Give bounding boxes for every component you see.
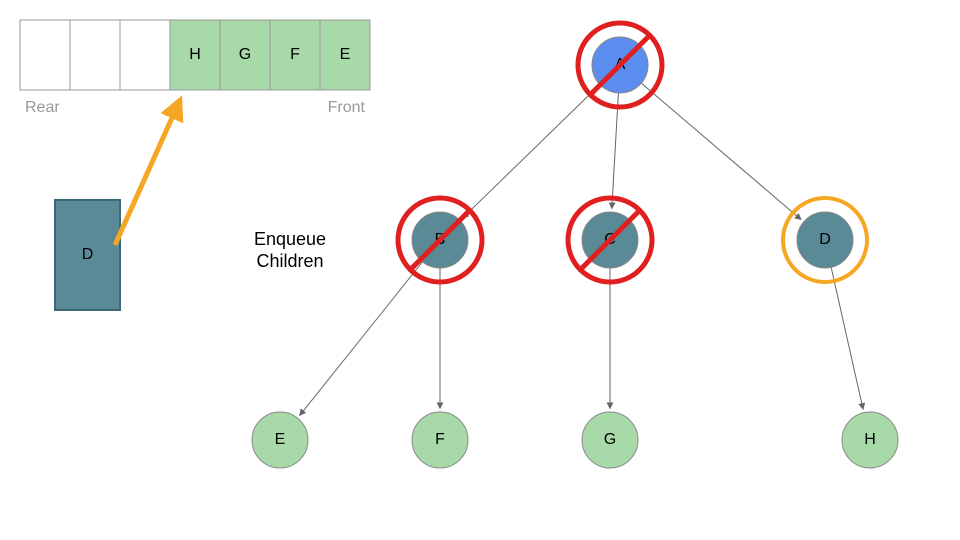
tree-edge [612,93,619,208]
enqueue-arrow [115,100,180,245]
tree-node-label: D [819,231,831,248]
tree-edge [831,267,863,408]
dequeued-node-box: D [55,200,120,310]
queue-cell [20,20,70,90]
tree-node-A: A [578,23,662,107]
queue-cell-label: E [340,46,351,63]
svg-text:Enqueue: Enqueue [254,229,326,249]
queue-rear-label: Rear [25,99,60,116]
tree-node-H: H [842,412,898,468]
tree-edge [641,83,800,219]
tree-edge [463,85,600,218]
tree-node-label: F [435,431,445,448]
queue-cell [70,20,120,90]
tree-node-label: E [275,431,286,448]
tree-node-F: F [412,412,468,468]
queue-cell-label: F [290,46,300,63]
tree-node-label: G [604,431,616,448]
tree-edges [300,83,863,415]
tree-node-D: D [783,198,867,282]
tree-node-E: E [252,412,308,468]
queue-cell-label: H [189,46,201,63]
tree-node-G: G [582,412,638,468]
queue-front-label: Front [328,99,366,116]
enqueue-annotation: EnqueueChildren [254,229,326,271]
dequeued-node-label: D [82,246,94,263]
bfs-diagram: HGFERearFrontDEnqueueChildrenABCDEFGH [0,0,960,540]
queue-cell [120,20,170,90]
tree-edge [300,262,423,415]
svg-text:Children: Children [256,251,323,271]
tree-node-label: H [864,431,876,448]
queue: H G F E Rear Front [20,20,370,116]
queue-cell-label: G [239,46,251,63]
